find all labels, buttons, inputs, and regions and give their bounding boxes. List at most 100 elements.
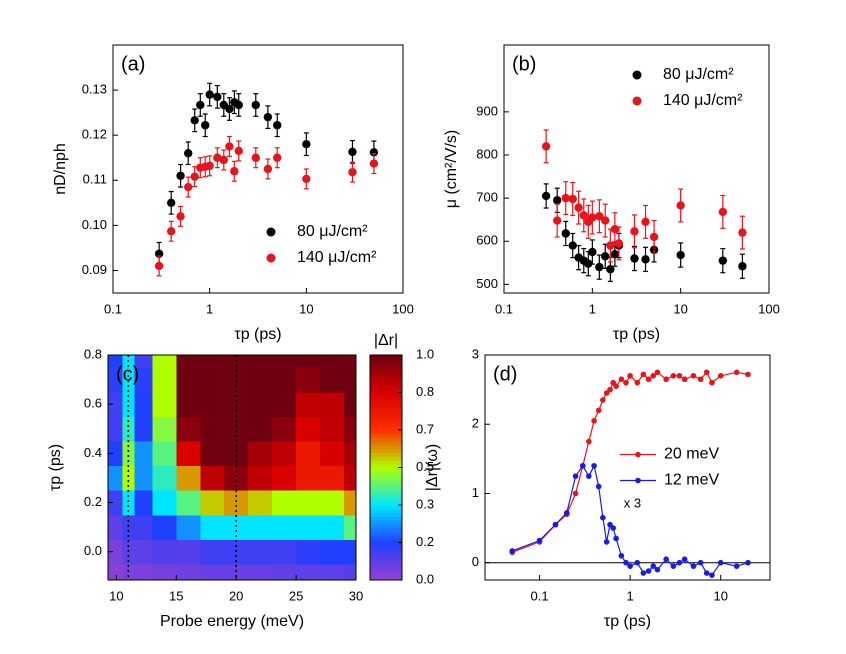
panel-label: (c) [116,363,139,385]
plot-frame [107,354,357,581]
heatmap-cell [344,391,357,417]
colorbar-segment [370,538,402,544]
heatmap-cell [108,564,123,581]
x-tick-label: 25 [289,588,303,603]
data-point [717,559,724,566]
colorbar-segment [370,463,402,469]
colorbar-segment [370,471,402,476]
heatmap-cell [344,367,357,393]
colorbar-label: |Δr| [374,332,398,349]
heatmap-cell [152,355,177,368]
heatmap-cell [134,465,153,491]
x-tick-label: 10 [673,301,687,316]
heatmap-cell [248,416,273,442]
heatmap-cell [134,539,153,565]
colorbar-segment [370,373,402,379]
colorbar-segment [370,531,402,536]
colorbar-segment [370,508,402,514]
data-point [618,552,625,559]
x-tick-label: 10 [109,588,123,603]
heatmap-cell [152,564,177,581]
x-tick-label: 10 [299,301,313,316]
colorbar-segment [370,527,402,532]
heatmap-cell [248,441,273,467]
heatmap-cell [296,564,321,581]
colorbar-segment [370,396,402,401]
heatmap-cell [272,391,297,417]
colorbar-segment [370,433,402,439]
colorbar-tick-label: 0.0 [416,571,434,586]
colorbar-tick-label: 0.5 [416,459,434,474]
data-point [348,167,357,177]
colorbar-segment [370,561,402,566]
heatmap-cell [108,441,123,467]
data-point [584,259,593,268]
data-point [623,379,629,386]
colorbar-segment [370,493,402,499]
heatmap-cell [344,441,357,467]
data-point [263,112,273,122]
heatmap-cell [176,564,201,581]
data-point [601,216,610,225]
x-tick-label: 30 [349,588,363,603]
heatmap-cell [200,465,225,491]
heatmap-cell [272,367,297,393]
heatmap-cell [108,391,123,417]
heatmap-cell [134,564,153,581]
colorbar-segment [370,355,402,360]
x-tick-label: 15 [169,588,183,603]
plot-frame [503,44,770,294]
data-point [541,142,551,151]
annotation: x 3 [624,495,641,510]
data-point [225,142,234,151]
heatmap-cell [320,367,345,393]
legend-marker [266,253,276,263]
y-tick-label: 500 [476,276,498,291]
colorbar-segment [370,557,402,562]
data-point [703,570,710,576]
data-point [601,252,610,261]
data-point [640,570,647,576]
data-point [541,191,551,201]
heatmap-cell [344,490,357,516]
x-tick-label: 1 [589,301,596,316]
heatmap-cell [108,355,123,368]
data-point [234,100,243,110]
heatmap-cell [134,367,153,393]
data-point [579,211,588,220]
data-point [690,563,697,569]
legend-marker [635,451,641,458]
colorbar-segment [370,418,402,424]
y-tick-label: 0.11 [83,172,107,187]
data-point [591,462,597,469]
heatmap-cell [344,416,357,442]
heatmap-cell [152,367,177,393]
data-point [348,147,357,157]
data-point [600,514,606,521]
colorbar-segment [370,426,402,431]
heatmap-cell [122,514,135,540]
heatmap-cell [176,367,201,393]
colorbar-segment [370,542,402,547]
heatmap-cell [320,355,345,368]
data-point [184,182,193,192]
data-point [595,262,604,272]
heatmap-cell [108,490,123,516]
heatmap-cell [344,564,357,581]
data-point [568,194,577,204]
data-point [273,153,282,162]
colorbar-segment [370,490,402,495]
data-point [634,379,641,386]
data-point [176,171,185,180]
colorbar-segment [370,358,402,364]
data-point [230,167,239,176]
x-tick-label: 20 [229,588,243,603]
data-point [613,383,619,389]
heatmap-cell [272,441,297,467]
data-point [618,376,625,383]
data-point [603,390,610,396]
colorbar-segment [370,512,402,517]
heatmap-cell [248,564,273,581]
data-point [733,563,740,569]
colorbar-segment [370,366,402,371]
